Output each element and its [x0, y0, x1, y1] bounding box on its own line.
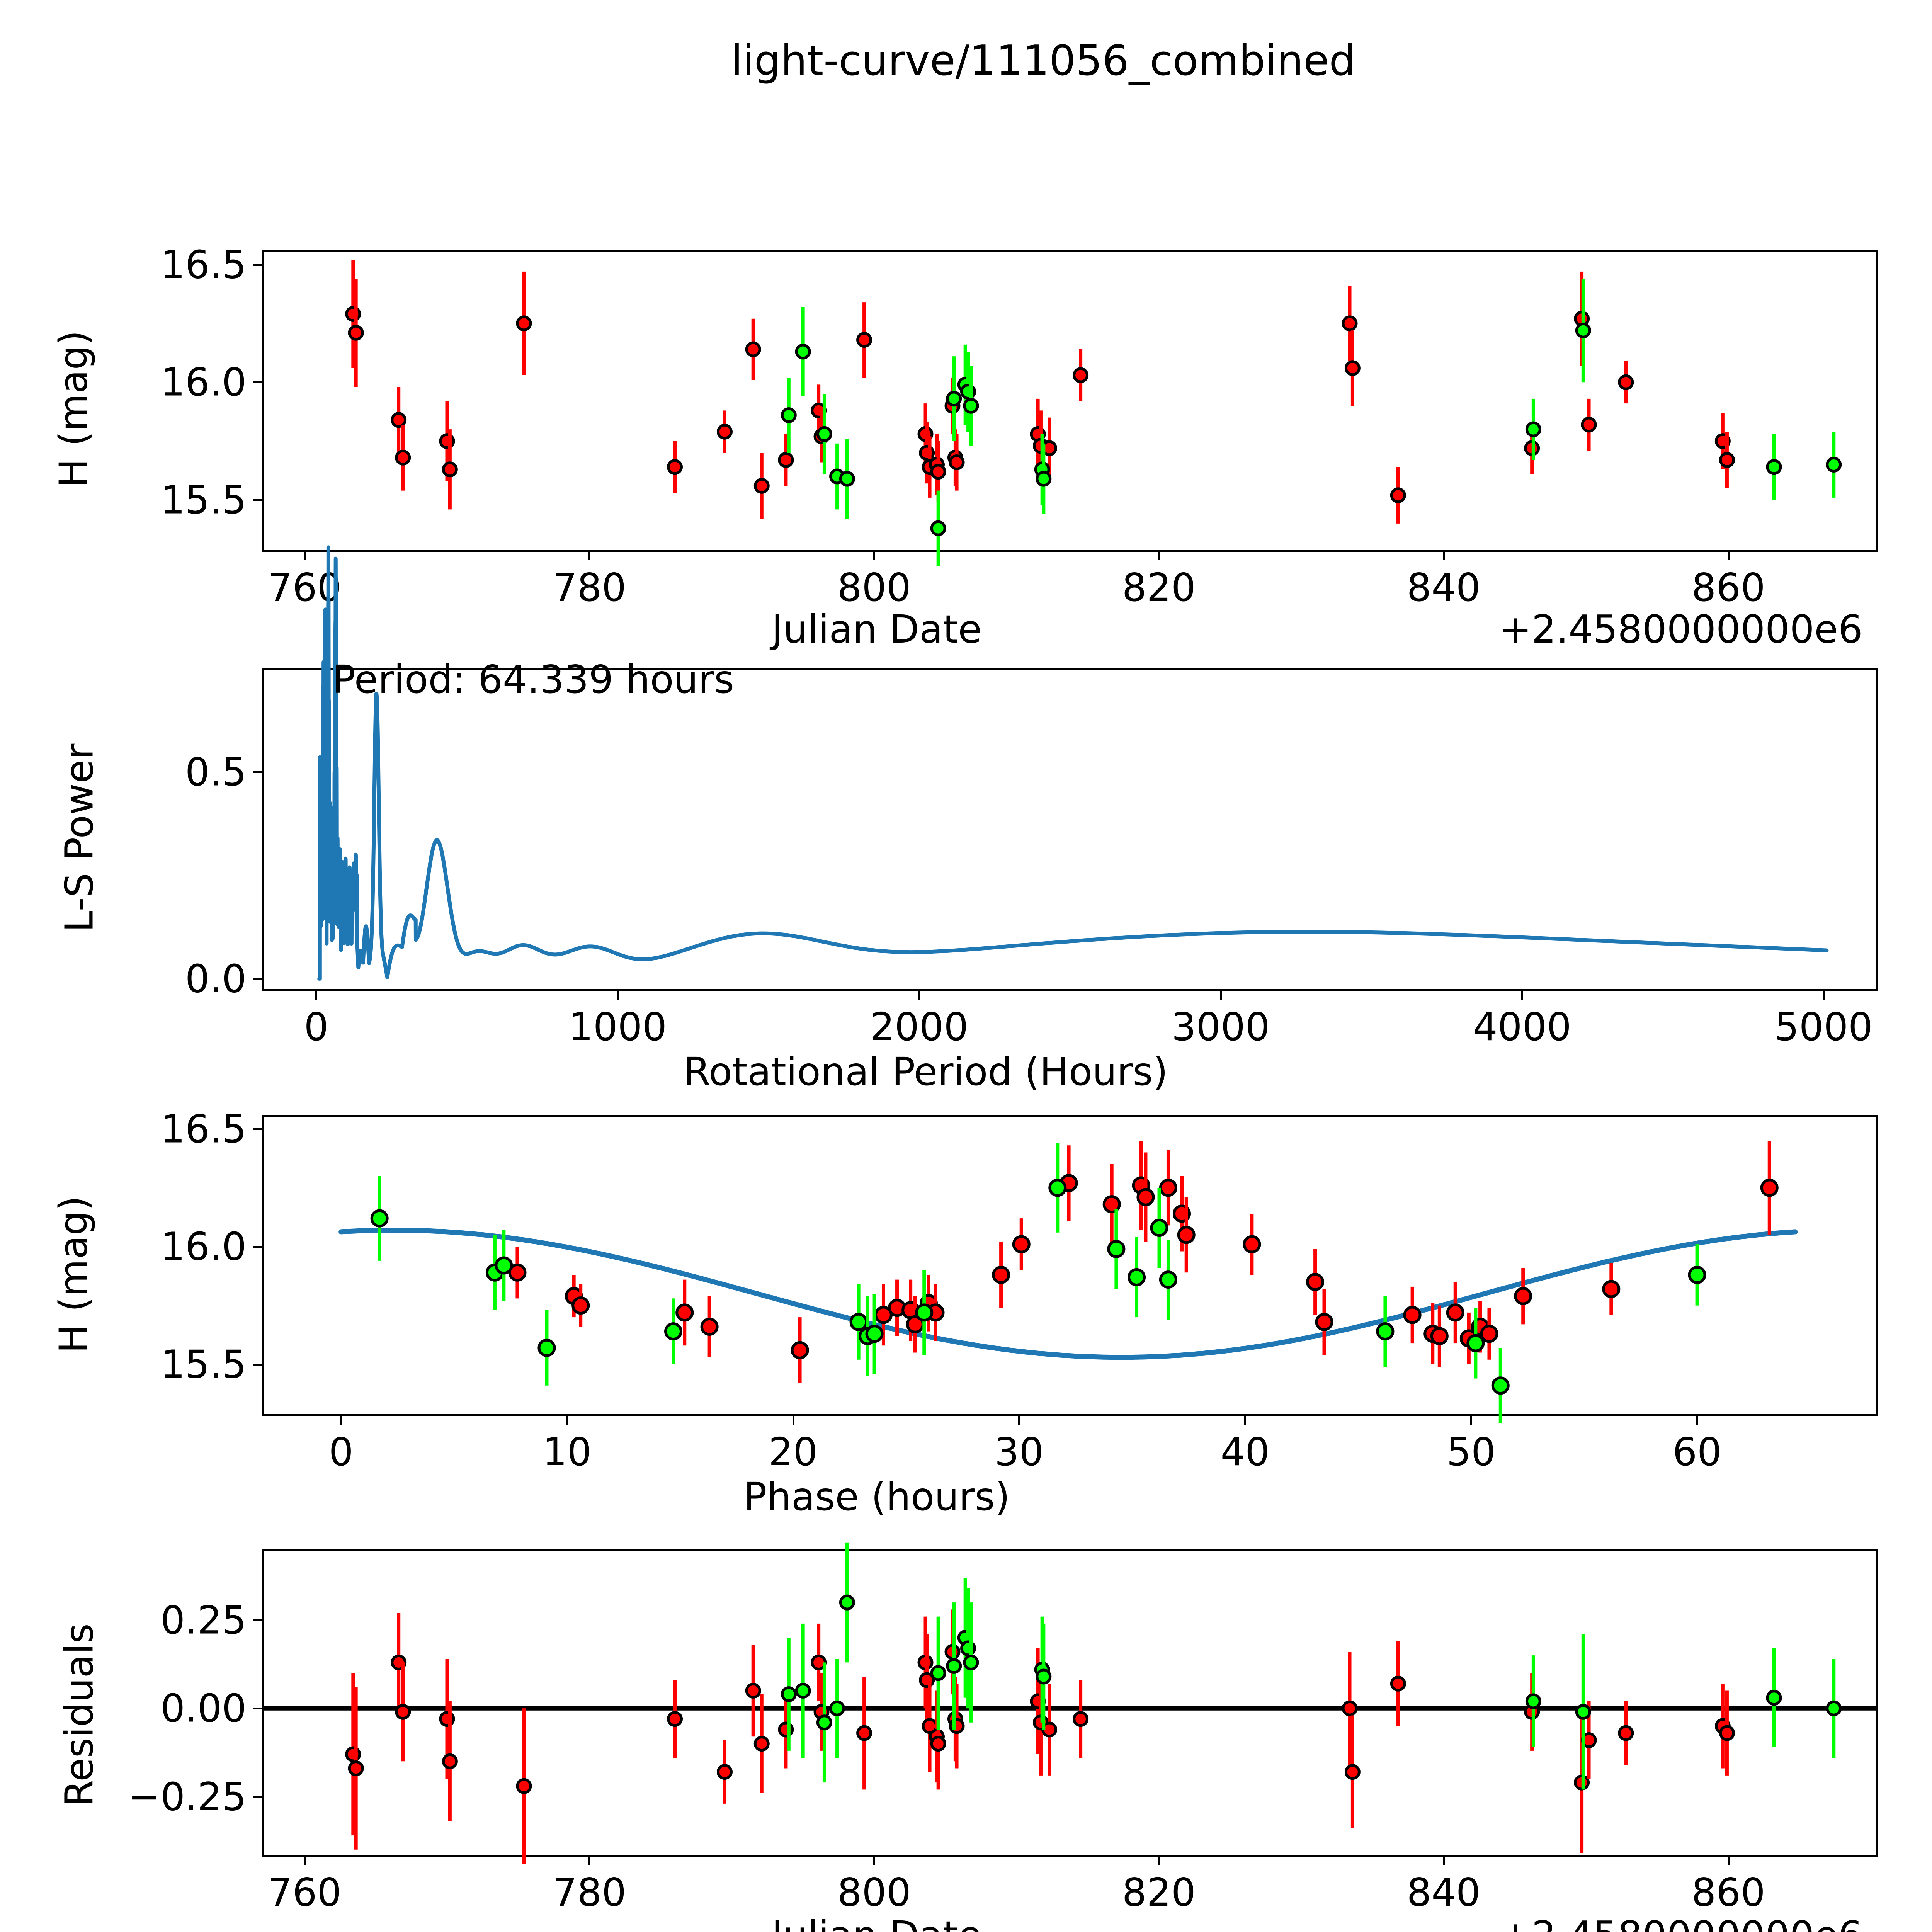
- x-tick-mark: [1823, 991, 1825, 1000]
- x-tick-mark: [315, 991, 318, 1000]
- y-tick-mark: [253, 264, 262, 266]
- plot-area-phase-folded: [338, 1141, 1798, 1423]
- y-tick-label: 0.25: [160, 1597, 247, 1643]
- plot-area-residuals: [262, 1542, 1878, 1864]
- y-tick-mark: [253, 1619, 262, 1621]
- y-tick-mark: [253, 1246, 262, 1248]
- xlabel-phase-folded: Phase (hours): [743, 1474, 1010, 1519]
- y-tick-label: 0.00: [160, 1685, 247, 1731]
- y-tick-label: 15.5: [160, 1342, 247, 1387]
- x-tick-label: 800: [837, 565, 911, 610]
- x-tick-label: 840: [1406, 1870, 1481, 1915]
- xlabel-light-curve: Julian Date: [772, 607, 982, 652]
- x-tick-mark: [304, 1857, 306, 1865]
- x-tick-mark: [340, 1416, 342, 1425]
- y-tick-mark: [253, 978, 262, 980]
- axes-frame-periodogram: [262, 668, 1878, 991]
- y-tick-label: 16.5: [160, 242, 247, 287]
- x-tick-mark: [588, 552, 591, 560]
- x-tick-label: 780: [553, 1870, 626, 1915]
- x-tick-label: 30: [994, 1429, 1044, 1475]
- y-tick-mark: [253, 771, 262, 773]
- x-tick-label: 2000: [870, 1004, 969, 1049]
- x-tick-mark: [873, 1857, 876, 1865]
- x-tick-label: 0: [304, 1004, 329, 1049]
- panel-residuals: [262, 1542, 1878, 1864]
- y-tick-mark: [253, 1708, 262, 1710]
- x-tick-label: 860: [1691, 565, 1765, 610]
- x-tick-mark: [1728, 552, 1730, 560]
- x-tick-label: 840: [1406, 565, 1481, 610]
- x-tick-mark: [617, 991, 619, 1000]
- panel-phase-folded: [262, 1115, 1878, 1423]
- x-tick-label: 20: [768, 1429, 818, 1475]
- y-tick-mark: [253, 1363, 262, 1366]
- x-tick-mark: [1443, 1857, 1445, 1865]
- x-tick-label: 760: [268, 1870, 342, 1915]
- y-tick-label: 15.5: [160, 477, 247, 523]
- x-tick-mark: [1470, 1416, 1473, 1425]
- x-tick-mark: [1158, 552, 1160, 560]
- x-tick-mark: [1244, 1416, 1247, 1425]
- x-tick-label: 1000: [568, 1004, 667, 1049]
- x-tick-label: 3000: [1171, 1004, 1270, 1049]
- x-tick-mark: [1728, 1857, 1730, 1865]
- x-tick-mark: [792, 1416, 794, 1425]
- x-offset-label-light-curve: +2.4580000000e6: [1499, 607, 1863, 652]
- period-annotation: Period: 64.339 hours: [332, 657, 735, 702]
- y-tick-mark: [253, 1796, 262, 1798]
- x-tick-mark: [918, 991, 920, 1000]
- x-tick-label: 40: [1220, 1429, 1270, 1475]
- x-tick-label: 4000: [1473, 1004, 1571, 1049]
- plot-area-periodogram: [317, 545, 1829, 981]
- axes-frame-residuals: [262, 1549, 1878, 1857]
- x-tick-label: 800: [837, 1870, 911, 1915]
- y-tick-label: 0.0: [185, 956, 247, 1002]
- x-tick-label: 50: [1446, 1429, 1496, 1475]
- figure-title: light-curve/111056_combined: [731, 37, 1356, 85]
- y-tick-label: 16.5: [160, 1106, 247, 1152]
- x-tick-label: 820: [1122, 1870, 1196, 1915]
- x-tick-mark: [1158, 1857, 1160, 1865]
- xlabel-residuals: Julian Date: [684, 1913, 1070, 1932]
- x-offset-label-residuals: +2.4580000000e6: [1499, 1913, 1863, 1932]
- y-tick-label: 16.0: [160, 359, 247, 405]
- y-tick-mark: [253, 499, 262, 501]
- y-tick-label: 0.5: [185, 749, 247, 795]
- x-tick-label: 5000: [1774, 1004, 1873, 1049]
- x-tick-mark: [1521, 991, 1524, 1000]
- panel-light-curve: [262, 250, 1878, 566]
- x-tick-mark: [304, 552, 306, 560]
- axes-frame-light-curve: [262, 250, 1878, 552]
- x-tick-label: 0: [328, 1429, 354, 1475]
- plot-area-light-curve: [345, 260, 1842, 566]
- ylabel-periodogram: L-S Power: [56, 743, 102, 932]
- x-tick-mark: [1018, 1416, 1020, 1425]
- y-tick-mark: [253, 381, 262, 384]
- x-tick-label: 820: [1122, 565, 1196, 610]
- x-tick-label: 60: [1672, 1429, 1722, 1475]
- y-tick-mark: [253, 1128, 262, 1130]
- x-tick-mark: [1443, 552, 1445, 560]
- panel-periodogram: [262, 545, 1878, 991]
- y-tick-label: −0.25: [128, 1774, 247, 1820]
- x-tick-mark: [1696, 1416, 1699, 1425]
- x-tick-mark: [588, 1857, 591, 1865]
- x-tick-mark: [1220, 991, 1222, 1000]
- x-tick-label: 860: [1691, 1870, 1765, 1915]
- x-tick-label: 10: [542, 1429, 592, 1475]
- y-tick-label: 16.0: [160, 1224, 247, 1269]
- x-tick-mark: [566, 1416, 568, 1425]
- x-tick-label: 780: [553, 565, 626, 610]
- x-tick-mark: [873, 552, 876, 560]
- xlabel-periodogram: Rotational Period (Hours): [684, 1049, 1168, 1094]
